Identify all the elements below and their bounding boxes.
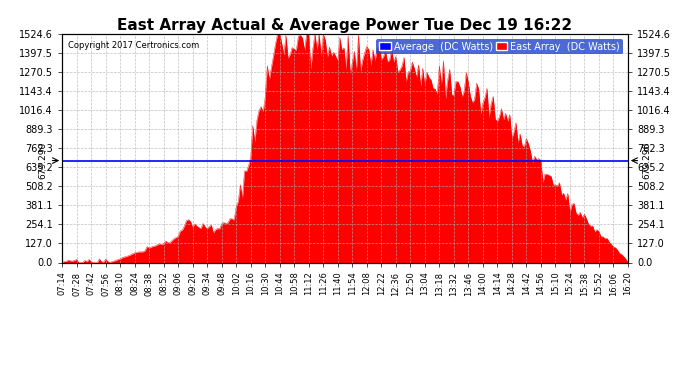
Text: Copyright 2017 Certronics.com: Copyright 2017 Certronics.com (68, 40, 199, 50)
Legend: Average  (DC Watts), East Array  (DC Watts): Average (DC Watts), East Array (DC Watts… (376, 39, 623, 54)
Text: 679.290: 679.290 (642, 142, 651, 179)
Title: East Array Actual & Average Power Tue Dec 19 16:22: East Array Actual & Average Power Tue De… (117, 18, 573, 33)
Text: 679.290: 679.290 (39, 142, 48, 179)
